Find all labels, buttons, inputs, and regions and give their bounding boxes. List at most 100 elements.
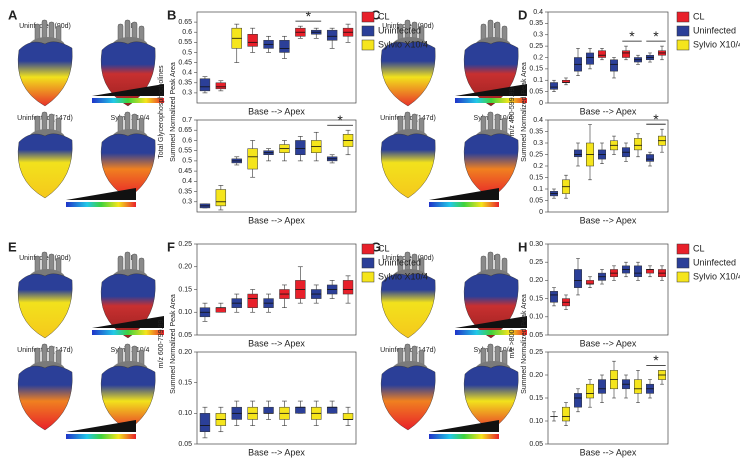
- x-axis-label: Base --> Apex: [248, 106, 305, 116]
- y-tick-label: 0.15: [529, 66, 543, 73]
- ventricle: [100, 273, 156, 339]
- box: [279, 40, 290, 53]
- ventricle: [17, 273, 73, 339]
- legend-swatch: [361, 257, 375, 269]
- legend-swatch: [676, 25, 690, 37]
- heart: [380, 19, 436, 107]
- heart: [17, 111, 73, 199]
- intensity-wedge: [92, 84, 164, 96]
- y-tick-label: 0.35: [529, 20, 543, 27]
- ventricle: [100, 133, 156, 199]
- box: [215, 82, 227, 90]
- significance-star: *: [629, 28, 635, 44]
- y-tick-label: 0.3: [182, 90, 192, 97]
- panel-letter: E: [8, 239, 17, 254]
- ventricle: [463, 365, 519, 431]
- legend-label: Uninfected: [378, 25, 421, 35]
- ventricle: [380, 133, 436, 199]
- heart: [100, 111, 156, 199]
- y-tick-label: 0.5: [182, 158, 192, 165]
- box: [634, 265, 642, 278]
- y-axis-label: m/z 400-599.99: [509, 88, 516, 137]
- y-tick-label: 0.25: [529, 151, 543, 158]
- heart: [380, 343, 436, 431]
- x-axis-label: Base --> Apex: [580, 106, 637, 116]
- y-tick-label: 0: [539, 100, 543, 107]
- heart: [380, 111, 436, 199]
- y-tick-label: 0.55: [178, 39, 192, 46]
- y-tick-label: 0.6: [182, 29, 192, 36]
- box: [263, 406, 274, 414]
- y-tick-label: 0.3: [533, 32, 543, 39]
- intensity-wedge: [455, 84, 527, 96]
- box: [634, 138, 642, 151]
- box: [646, 269, 654, 274]
- legend-swatch: [676, 257, 690, 269]
- y-axis-label: Summed Normalized Peak Area: [521, 62, 528, 162]
- y-tick-label: 0.05: [178, 332, 192, 339]
- y-tick-label: 0.35: [178, 80, 192, 87]
- y-tick-label: 0.20: [529, 277, 543, 284]
- heart: [380, 251, 436, 339]
- panel-letter: F: [167, 239, 175, 254]
- heart: [17, 343, 73, 431]
- ventricle: [380, 365, 436, 431]
- y-tick-label: 0.15: [529, 174, 543, 181]
- significance-star: *: [653, 111, 659, 127]
- y-tick-label: 0.20: [178, 349, 192, 356]
- legend-label: Uninfected: [378, 257, 421, 267]
- legend-swatch: [361, 25, 375, 37]
- y-tick-label: 0.2: [533, 163, 543, 170]
- y-tick-label: 0.65: [178, 127, 192, 134]
- y-tick-label: 0.20: [178, 264, 192, 271]
- heart: [17, 19, 73, 107]
- box: [215, 189, 227, 207]
- box: [247, 33, 258, 47]
- y-tick-label: 0.25: [529, 43, 543, 50]
- ventricle: [463, 133, 519, 199]
- heart: [463, 111, 519, 199]
- y-tick-label: 0.25: [529, 349, 543, 356]
- legend-label: CL: [378, 243, 390, 253]
- y-tick-label: 0.10: [529, 418, 543, 425]
- box: [598, 50, 606, 58]
- y-tick-label: 0.05: [529, 88, 543, 95]
- y-tick-label: 0: [539, 209, 543, 216]
- box: [586, 383, 594, 399]
- y-axis-label: Summed Normalized Peak Area: [170, 62, 177, 162]
- box: [562, 406, 570, 422]
- y-tick-label: 0.4: [182, 178, 192, 185]
- legend-label: CL: [693, 11, 705, 21]
- x-axis-label: Base --> Apex: [580, 447, 637, 457]
- legend-swatch: [361, 39, 375, 51]
- plot-frame: [196, 11, 357, 104]
- heart: [100, 343, 156, 431]
- ventricle: [17, 133, 73, 199]
- box: [326, 406, 338, 414]
- ventricle: [463, 273, 519, 339]
- y-tick-label: 0.10: [529, 314, 543, 321]
- box: [574, 393, 582, 408]
- legend-label: CL: [378, 11, 390, 21]
- legend-label: Sylvio X10/4: [693, 39, 740, 49]
- y-tick-label: 0.5: [182, 49, 192, 56]
- significance-star: *: [653, 28, 659, 44]
- y-tick-label: 0.15: [529, 295, 543, 302]
- heart: [17, 251, 73, 339]
- plot-frame: [196, 351, 357, 445]
- y-tick-label: 0.45: [178, 59, 192, 66]
- color-scale: [66, 434, 136, 439]
- heart: [463, 343, 519, 431]
- box: [247, 148, 258, 170]
- y-tick-label: 0.20: [529, 372, 543, 379]
- y-tick-label: 0.55: [178, 148, 192, 155]
- x-axis-label: Base --> Apex: [580, 338, 637, 348]
- y-tick-label: 0.4: [182, 70, 192, 77]
- panel-letter: C: [371, 7, 381, 22]
- intensity-wedge: [429, 420, 499, 432]
- color-scale: [455, 330, 527, 335]
- significance-star: *: [337, 112, 343, 128]
- box: [610, 59, 618, 72]
- y-tick-label: 0.35: [529, 128, 543, 135]
